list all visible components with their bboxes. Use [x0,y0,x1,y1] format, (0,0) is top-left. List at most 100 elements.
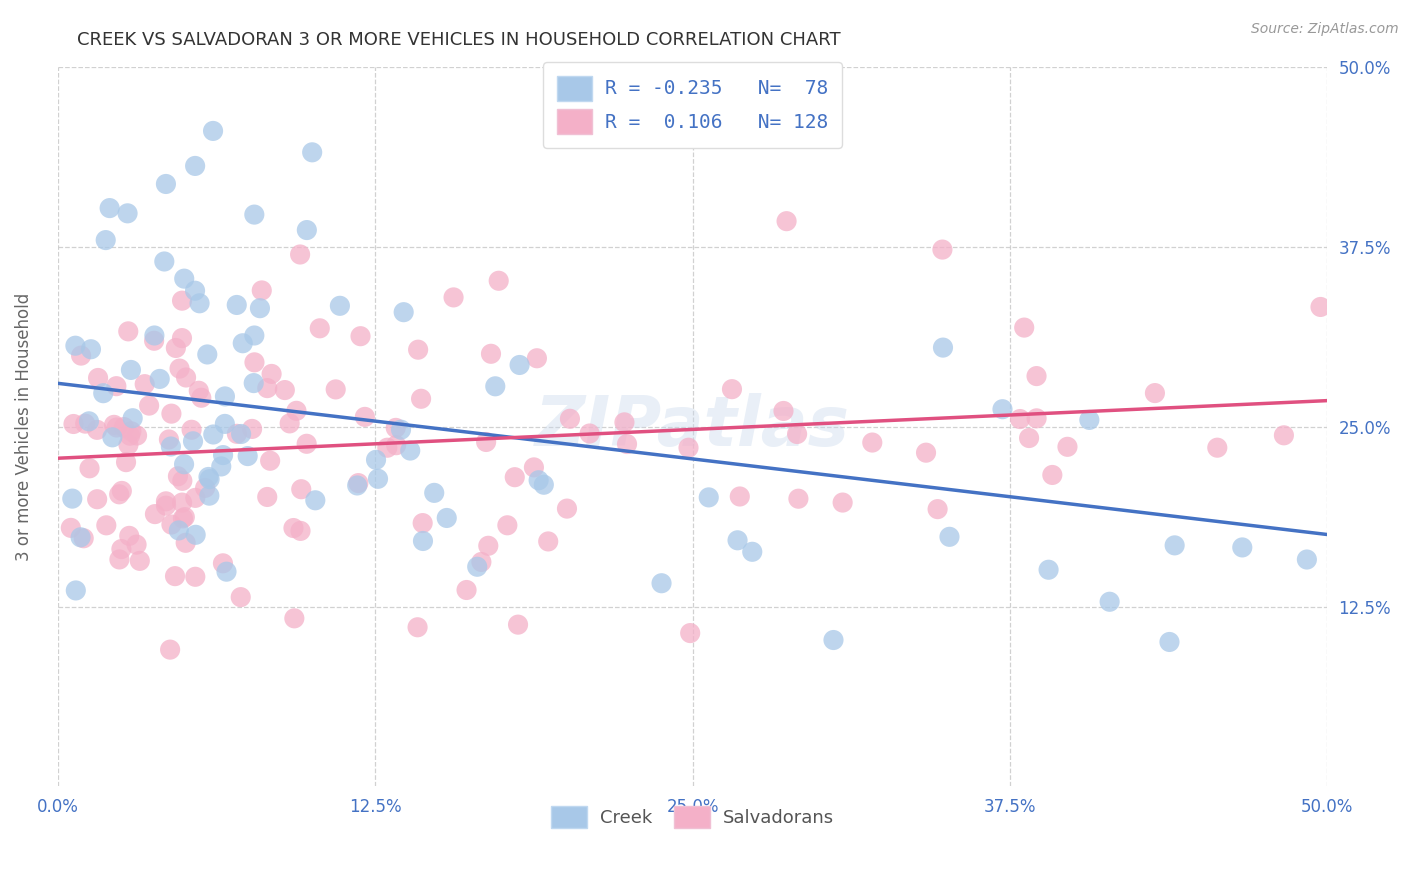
Point [240,422,263,436]
Point [198,472,221,486]
Point [167,469,190,483]
Point [215,565,238,579]
Point [75,417,97,431]
Point [406,343,429,357]
Point [188,296,211,310]
Point [1018,431,1040,445]
Point [121,411,143,425]
Point [443,290,465,304]
Point [523,460,546,475]
Point [94,233,117,247]
Point [173,510,195,524]
Point [155,494,177,508]
Point [1295,552,1317,566]
Point [831,495,853,509]
Point [389,423,412,437]
Point [172,474,194,488]
Point [103,417,125,432]
Point [1025,369,1047,384]
Point [98,201,121,215]
Point [288,247,311,261]
Point [165,341,187,355]
Point [243,328,266,343]
Point [353,409,375,424]
Point [786,427,808,442]
Point [160,440,183,454]
Point [256,490,278,504]
Point [295,437,318,451]
Point [506,617,529,632]
Point [214,389,236,403]
Point [537,534,560,549]
Point [526,351,548,366]
Point [728,490,751,504]
Point [1056,440,1078,454]
Point [197,470,219,484]
Point [214,417,236,431]
Point [412,533,434,548]
Point [195,347,218,361]
Point [470,555,492,569]
Point [465,559,488,574]
Point [173,271,195,285]
Point [143,334,166,348]
Text: Source: ZipAtlas.com: Source: ZipAtlas.com [1251,22,1399,37]
Point [194,481,217,495]
Point [283,521,305,535]
Point [160,407,183,421]
Point [212,448,235,462]
Point [108,487,131,501]
Point [456,582,478,597]
Point [243,355,266,369]
Point [772,404,794,418]
Point [125,538,148,552]
Point [1012,320,1035,334]
Point [143,507,166,521]
Point [533,477,555,491]
Point [60,491,83,506]
Point [125,428,148,442]
Point [65,339,87,353]
Point [375,441,398,455]
Point [1309,300,1331,314]
Point [304,493,326,508]
Point [678,441,700,455]
Point [477,539,499,553]
Point [110,542,132,557]
Point [170,293,193,308]
Point [1143,386,1166,401]
Point [488,274,510,288]
Point [932,341,955,355]
Point [1159,635,1181,649]
Point [1163,538,1185,552]
Point [364,452,387,467]
Point [225,426,247,441]
Point [118,428,141,442]
Point [153,254,176,268]
Point [77,414,100,428]
Point [62,417,84,431]
Point [96,518,118,533]
Point [484,379,506,393]
Point [349,329,371,343]
Point [118,529,141,543]
Point [927,502,949,516]
Point [775,214,797,228]
Point [496,518,519,533]
Point [1038,563,1060,577]
Point [65,583,87,598]
Point [202,427,225,442]
Point [1040,467,1063,482]
Point [112,420,135,434]
Point [111,483,134,498]
Point [143,328,166,343]
Point [184,491,207,505]
Point [59,521,82,535]
Point [406,620,429,634]
Point [423,486,446,500]
Point [527,473,550,487]
Point [436,511,458,525]
Point [384,421,406,435]
Point [138,399,160,413]
Point [1025,411,1047,425]
